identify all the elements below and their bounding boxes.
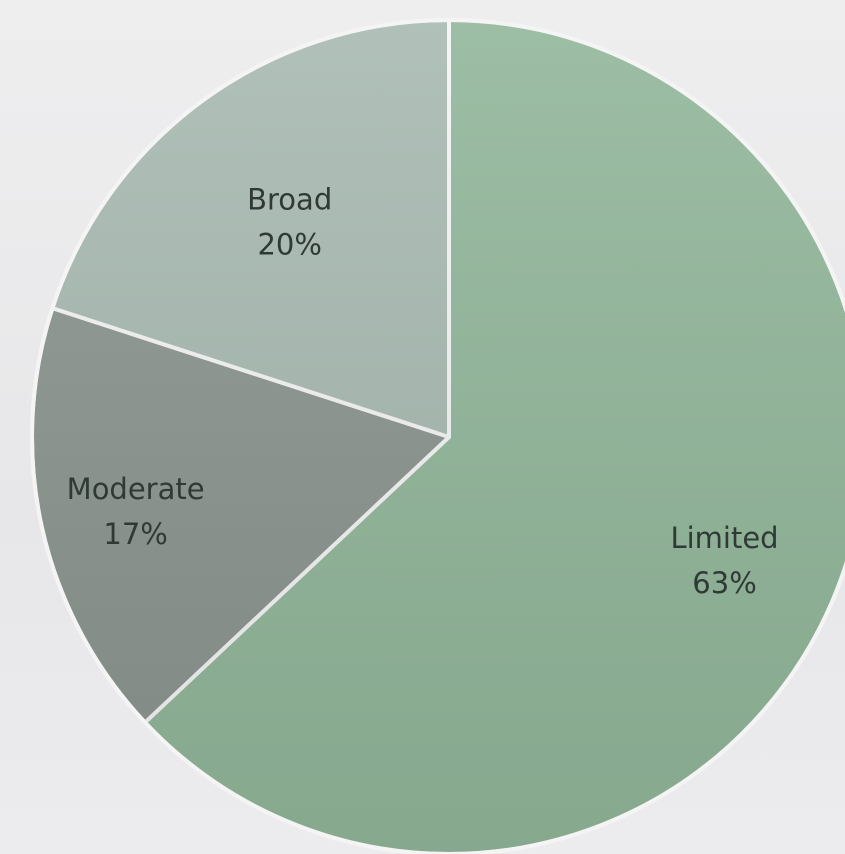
- slice-percent-limited: 63%: [692, 566, 756, 600]
- slice-label-broad: Broad: [247, 183, 332, 217]
- slice-percent-broad: 20%: [257, 228, 321, 262]
- slice-label-limited: Limited: [670, 521, 778, 555]
- pie-rim: [30, 18, 845, 854]
- slice-label-moderate: Moderate: [67, 472, 205, 506]
- slice-percent-moderate: 17%: [103, 517, 167, 551]
- pie-labels: Limited 63% Moderate 17% Broad 20%: [67, 183, 779, 601]
